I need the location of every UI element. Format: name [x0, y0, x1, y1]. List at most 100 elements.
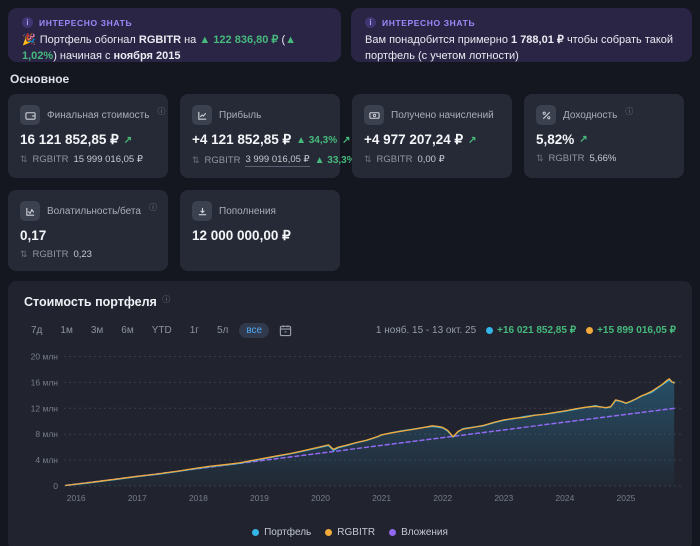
- time-range-selector: 7д 1м 3м 6м YTD 1г 5л все: [24, 322, 292, 338]
- insight-badge-label: ИНТЕРЕСНО ЗНАТЬ: [39, 17, 133, 28]
- metric-card-final-value: Финальная стоимость ⓘ 16 121 852,85 ₽ ↗ …: [8, 94, 168, 178]
- range-7d[interactable]: 7д: [31, 324, 43, 336]
- range-ytd[interactable]: YTD: [151, 324, 172, 336]
- svg-text:2024: 2024: [555, 493, 574, 503]
- insight-text: 🎉 Портфель обогнал RGBITR на ▲ 122 836,80…: [22, 33, 327, 62]
- metric-benchmark-row: ⇅ RGBITR 0,23: [20, 249, 156, 260]
- svg-text:2025: 2025: [617, 493, 636, 503]
- chart-legend: Портфель RGBITR Вложения: [24, 527, 676, 538]
- benchmark-value: 0,23: [73, 249, 92, 260]
- svg-text:2017: 2017: [128, 493, 147, 503]
- metric-value: 5,82%: [536, 132, 575, 147]
- trend-up-icon: ↗: [468, 134, 477, 146]
- metric-title: Прибыль: [219, 109, 262, 121]
- metric-benchmark-row: ⇅ RGBITR 3 999 016,05 ₽ ▲ 33,3%: [192, 154, 356, 167]
- party-popper-icon: 🎉: [22, 34, 36, 46]
- insight-badge-row: i ИНТЕРЕСНО ЗНАТЬ: [365, 17, 678, 28]
- metric-value: +4 977 207,24 ₽: [364, 132, 464, 147]
- benchmark-value: 15 999 016,05 ₽: [73, 154, 143, 165]
- legend-item[interactable]: Портфель: [252, 527, 311, 538]
- portfolio-chart[interactable]: 0 4 млн 8 млн 12 млн 16 млн 20 млн 2016 2017 201…: [24, 340, 692, 520]
- range-all[interactable]: все: [239, 322, 270, 338]
- metric-title: Получено начислений: [391, 109, 494, 121]
- portfolio-value-chart-card: Стоимость портфеля ⓘ 7д 1м 3м 6м YTD 1г …: [8, 281, 692, 546]
- insight-card-outperform: i ИНТЕРЕСНО ЗНАТЬ 🎉 Портфель обогнал RGBI…: [8, 8, 341, 62]
- change-badge: ▲ 33,3%: [314, 155, 356, 166]
- metric-title: Волатильность/бета: [47, 205, 141, 217]
- legend-dot-icon: [252, 529, 260, 536]
- compare-icon: ⇅: [536, 153, 544, 163]
- svg-text:4 млн: 4 млн: [35, 455, 58, 465]
- compare-icon: ⇅: [20, 249, 28, 259]
- series-dot-icon: [586, 326, 594, 334]
- insight-message: Портфель обогнал RGBITR на ▲ 122 836,80 …: [22, 34, 297, 62]
- range-1m[interactable]: 1м: [60, 324, 73, 336]
- svg-text:8 млн: 8 млн: [35, 429, 58, 439]
- trend-up-icon: ↗: [123, 134, 133, 146]
- svg-text:2021: 2021: [372, 493, 391, 503]
- metric-title: Доходность: [563, 109, 618, 121]
- metric-benchmark-row: ⇅ RGBITR 5,66%: [536, 153, 672, 164]
- metric-benchmark-row: ⇅ RGBITR 15 999 016,05 ₽: [20, 154, 156, 165]
- insight-badge-label: ИНТЕРЕСНО ЗНАТЬ: [382, 17, 476, 28]
- range-6m[interactable]: 6м: [121, 324, 134, 336]
- range-5y[interactable]: 5л: [216, 324, 229, 336]
- legend-dot-icon: [389, 529, 397, 536]
- info-icon[interactable]: ⓘ: [148, 202, 157, 212]
- svg-text:16 млн: 16 млн: [31, 377, 59, 387]
- legend-item[interactable]: Вложения: [389, 527, 448, 538]
- svg-text:0: 0: [53, 481, 58, 491]
- insight-badge-row: i ИНТЕРЕСНО ЗНАТЬ: [22, 17, 327, 28]
- section-title-main: Основное: [10, 72, 70, 86]
- metric-value: 16 121 852,85 ₽: [20, 132, 119, 147]
- svg-text:2018: 2018: [189, 493, 208, 503]
- info-icon[interactable]: ⓘ: [625, 106, 634, 116]
- metric-card-yield: Доходность ⓘ 5,82% ↗ ⇅ RGBITR 5,66%: [524, 94, 684, 178]
- chart-date-range: 1 нояб. 15 - 13 окт. 25: [375, 324, 477, 336]
- info-icon[interactable]: ⓘ: [157, 106, 166, 116]
- compare-icon: ⇅: [20, 154, 28, 164]
- insight-card-cost: i ИНТЕРЕСНО ЗНАТЬ Вам понадобится пример…: [351, 8, 692, 62]
- metric-value-row: 16 121 852,85 ₽ ↗: [20, 132, 156, 148]
- metric-value-row: 0,17: [20, 228, 156, 243]
- range-3m[interactable]: 3м: [90, 324, 104, 336]
- chart-icon: [192, 105, 212, 125]
- range-1y[interactable]: 1г: [189, 324, 199, 336]
- trend-up-icon: ↗: [579, 134, 588, 145]
- svg-text:20 млн: 20 млн: [31, 351, 59, 361]
- compare-icon: ⇅: [364, 154, 372, 164]
- series-dot-icon: [486, 326, 494, 334]
- chart-title: Стоимость портфеля: [24, 295, 157, 309]
- metric-value-row: +4 121 852,85 ₽ ▲ 34,3% ↗: [192, 132, 350, 148]
- legend-label: Портфель: [264, 527, 312, 538]
- metric-title: Пополнения: [219, 205, 276, 217]
- wallet-icon: [20, 105, 40, 125]
- volatility-icon: [20, 201, 40, 221]
- metric-card-deposits: Пополнения 12 000 000,00 ₽: [180, 190, 340, 271]
- calendar-icon[interactable]: [279, 324, 292, 337]
- metric-benchmark-row: ⇅ RGBITR 0,00 ₽: [364, 154, 500, 165]
- metric-value-row: 5,82% ↗: [536, 132, 672, 147]
- benchmark-value: 5,66%: [589, 153, 617, 164]
- metric-value: 12 000 000,00 ₽: [192, 228, 291, 243]
- metric-value-row: +4 977 207,24 ₽ ↗: [364, 132, 500, 148]
- legend-item[interactable]: RGBITR: [325, 527, 375, 538]
- metric-value: +4 121 852,85 ₽: [192, 132, 292, 147]
- metric-value-row: 12 000 000,00 ₽: [192, 228, 328, 244]
- info-icon[interactable]: ⓘ: [162, 295, 171, 304]
- banknote-icon: [364, 105, 384, 125]
- info-icon: i: [22, 17, 33, 28]
- change-badge: ▲ 34,3%: [296, 134, 338, 146]
- trend-up-icon: ↗: [342, 134, 351, 146]
- deposit-icon: [192, 201, 212, 221]
- metrics-grid: Финальная стоимость ⓘ 16 121 852,85 ₽ ↗ …: [0, 94, 700, 271]
- svg-text:2023: 2023: [494, 493, 513, 503]
- legend-dot-icon: [325, 529, 333, 536]
- benchmark-value: 3 999 016,05 ₽: [245, 154, 310, 167]
- metric-card-volatility: Волатильность/бета ⓘ 0,17 ⇅ RGBITR 0,23: [8, 190, 168, 271]
- svg-text:2016: 2016: [67, 493, 86, 503]
- benchmark-label: RGBITR: [376, 154, 413, 165]
- insight-text: Вам понадобится примерно 1 788,01 ₽ чтоб…: [365, 33, 678, 62]
- series-total: +15 899 016,05 ₽: [586, 325, 676, 336]
